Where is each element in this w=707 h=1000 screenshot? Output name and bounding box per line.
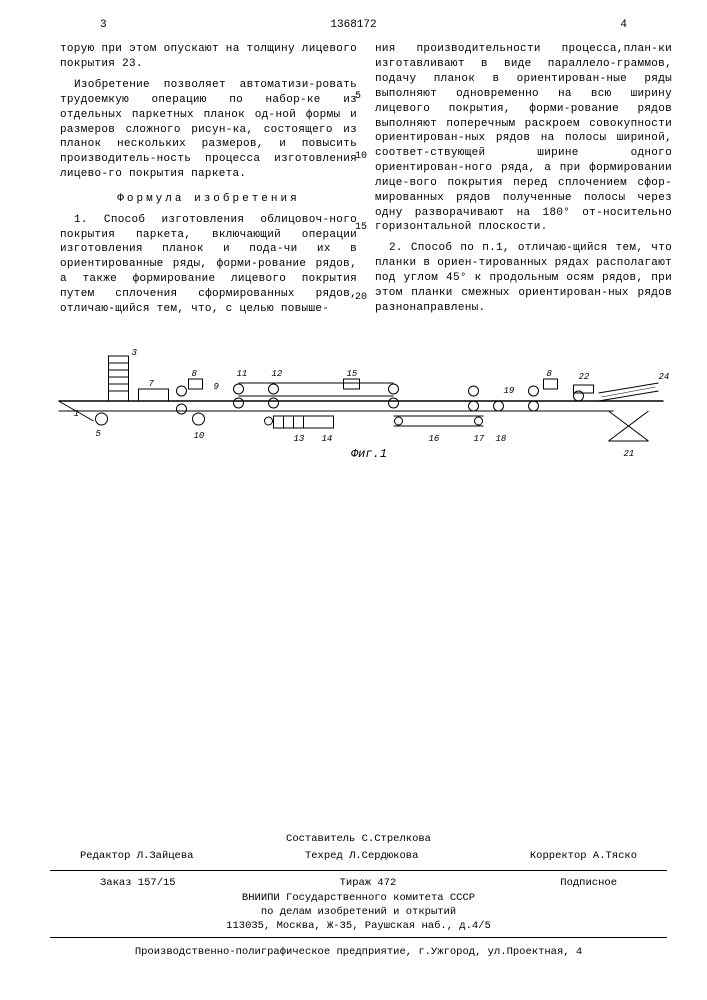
address: 113035, Москва, Ж-35, Раушская наб., д.4… xyxy=(50,920,667,934)
org-line1: ВНИИПИ Государственного комитета СССР xyxy=(50,892,667,906)
editor-row: Редактор Л.Зайцева Техред Л.Сердюкова Ко… xyxy=(50,848,667,866)
text-columns: торую при этом опускают на толщину лицев… xyxy=(0,32,707,322)
claim-1: 1. Способ изготовления облицовоч-ного по… xyxy=(60,213,357,317)
svg-text:13: 13 xyxy=(294,434,305,444)
techred-text: Техред Л.Сердюкова xyxy=(305,850,418,864)
svg-text:8: 8 xyxy=(192,369,198,379)
divider-2 xyxy=(50,937,667,938)
line-num-5: 5 xyxy=(355,90,361,104)
subscription: Подписное xyxy=(560,877,617,891)
svg-text:15: 15 xyxy=(347,369,358,379)
svg-text:18: 18 xyxy=(496,434,507,444)
svg-text:22: 22 xyxy=(579,372,590,382)
diagram-svg: 1 3 5 7 8 9 10 11 12 13 14 15 16 17 18 1… xyxy=(50,341,677,461)
svg-text:17: 17 xyxy=(474,434,485,444)
svg-text:24: 24 xyxy=(659,372,670,382)
claim-2: 2. Способ по п.1, отличаю-щийся тем, что… xyxy=(375,241,672,315)
svg-text:12: 12 xyxy=(272,369,283,379)
svg-text:5: 5 xyxy=(96,429,102,439)
svg-text:16: 16 xyxy=(429,434,440,444)
editor-text: Редактор Л.Зайцева xyxy=(80,850,193,864)
left-para2: Изобретение позволяет автоматизи-ровать … xyxy=(60,78,357,182)
order-row: Заказ 157/15 Тираж 472 Подписное xyxy=(50,875,667,893)
svg-text:14: 14 xyxy=(322,434,333,444)
line-num-10: 10 xyxy=(355,150,367,164)
compiler-row: Составитель С.Стрелкова xyxy=(50,831,667,849)
svg-text:1: 1 xyxy=(74,409,79,419)
figure-1: 1 3 5 7 8 9 10 11 12 13 14 15 16 17 18 1… xyxy=(50,341,677,461)
right-column: ния производительности процесса,план-ки … xyxy=(375,42,672,322)
document-number: 1368172 xyxy=(330,18,376,32)
left-column: торую при этом опускают на толщину лицев… xyxy=(60,42,357,322)
figure-label: Фиг.1 xyxy=(351,447,387,463)
svg-text:9: 9 xyxy=(214,382,220,392)
svg-text:10: 10 xyxy=(194,431,205,441)
svg-text:7: 7 xyxy=(149,379,155,389)
svg-text:19: 19 xyxy=(504,386,515,396)
svg-text:11: 11 xyxy=(237,369,248,379)
svg-text:8: 8 xyxy=(547,369,553,379)
page-num-left: 3 xyxy=(100,18,107,32)
formula-heading: Формула изобретения xyxy=(60,192,357,207)
left-para1: торую при этом опускают на толщину лицев… xyxy=(60,42,357,72)
corrector-text: Корректор А.Тяско xyxy=(530,850,637,864)
print-info: Производственно-полиграфическое предприя… xyxy=(50,942,667,960)
org-line2: по делам изобретений и открытий xyxy=(50,906,667,920)
footer: Составитель С.Стрелкова Редактор Л.Зайце… xyxy=(50,831,667,960)
line-num-20: 20 xyxy=(355,291,367,305)
svg-text:3: 3 xyxy=(132,348,138,358)
divider-1 xyxy=(50,870,667,871)
line-num-15: 15 xyxy=(355,221,367,235)
page-num-right: 4 xyxy=(620,18,627,32)
right-para1: ния производительности процесса,план-ки … xyxy=(375,42,672,235)
organization-block: ВНИИПИ Государственного комитета СССР по… xyxy=(50,892,667,933)
tirage: Тираж 472 xyxy=(340,877,397,891)
compiler-text: Составитель С.Стрелкова xyxy=(286,833,431,847)
order-number: Заказ 157/15 xyxy=(100,877,176,891)
svg-text:21: 21 xyxy=(624,449,635,459)
